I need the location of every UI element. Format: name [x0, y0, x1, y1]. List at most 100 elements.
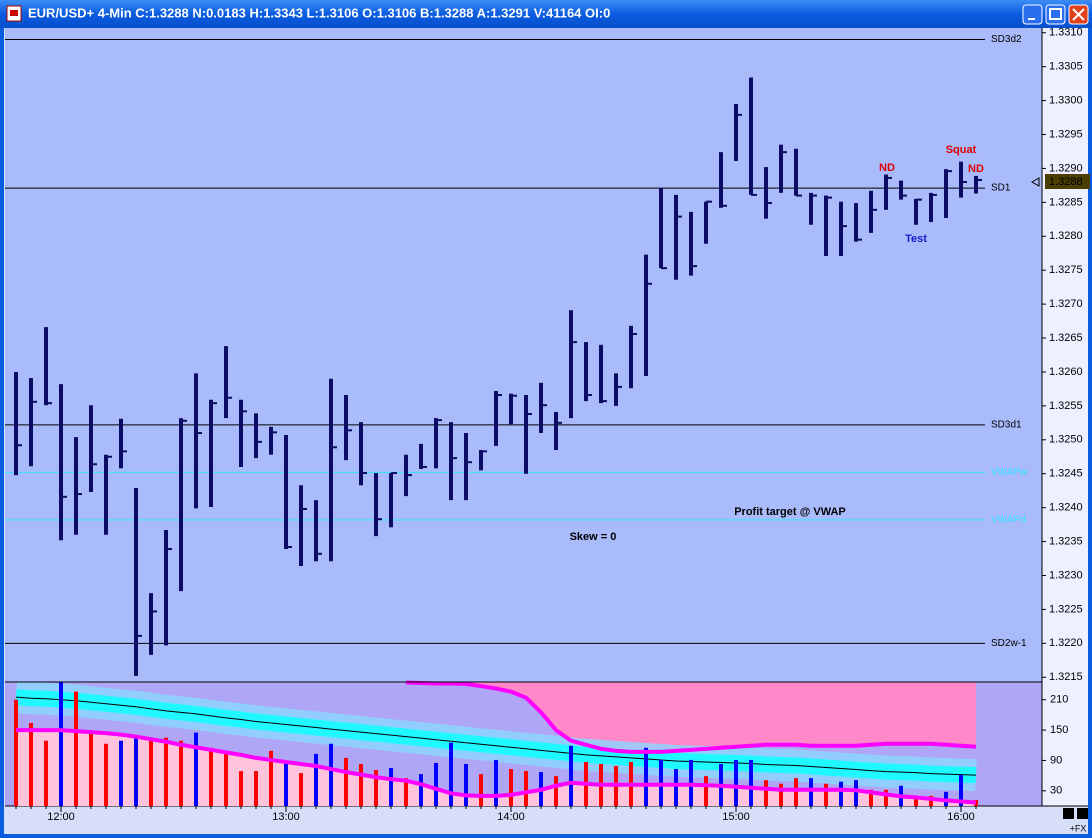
price-layer: SD3d2 SD1 SD3d1 VWAPw VWAPd SD2w-1 ND Squat ND Te…	[5, 34, 1028, 676]
annotation: ND	[879, 162, 895, 174]
volume-bar	[914, 795, 918, 806]
volume-bar	[344, 757, 348, 806]
close-icon	[1072, 8, 1085, 21]
y-tick-label: 1.3245	[1049, 468, 1083, 480]
annotation: Test	[905, 233, 927, 245]
level-label: SD1	[991, 183, 1011, 194]
price-axis	[1042, 28, 1088, 806]
volume-bar	[929, 795, 933, 806]
volume-bar	[254, 771, 258, 806]
volume-layer	[14, 680, 978, 806]
feed-icon	[1077, 808, 1088, 819]
y-tick-label: 1.3305	[1049, 61, 1083, 73]
volume-bar	[569, 745, 573, 806]
y-tick-label: 1.3270	[1049, 298, 1083, 310]
volume-bar	[674, 769, 678, 806]
y-tick-label: 1.3235	[1049, 535, 1083, 547]
volume-bar	[89, 732, 93, 806]
x-tick-label: 13:00	[272, 811, 300, 823]
level-label: SD3d2	[991, 34, 1022, 45]
y-tick-label: 30	[1050, 785, 1062, 797]
volume-bar	[809, 778, 813, 806]
volume-bar	[524, 771, 528, 806]
volume-bar	[44, 740, 48, 806]
band-line	[16, 728, 977, 805]
annotation: ND	[968, 163, 984, 175]
band-line	[405, 680, 977, 754]
annotation: Skew = 0	[570, 531, 617, 543]
y-tick-label: 150	[1050, 724, 1068, 736]
volume-bar	[554, 776, 558, 806]
volume-bar	[284, 761, 288, 806]
volume-bar	[869, 789, 873, 806]
volume-bar	[764, 780, 768, 806]
volume-bar	[134, 737, 138, 806]
volume-bar	[434, 762, 438, 806]
app-icon-mark	[10, 10, 18, 16]
volume-bar	[974, 799, 978, 806]
last-price-box	[1045, 174, 1090, 190]
y-tick-label: 1.3260	[1049, 366, 1083, 378]
y-tick-label: 1.3300	[1049, 94, 1083, 106]
volume-bar	[224, 750, 228, 806]
volume-bar	[464, 763, 468, 806]
y-tick-label: 1.3265	[1049, 332, 1083, 344]
volume-bar	[734, 759, 738, 806]
volume-bar	[29, 722, 33, 806]
y-tick-label: 1.3280	[1049, 230, 1083, 242]
annotation: Squat	[946, 144, 977, 156]
maximize-icon	[1049, 8, 1062, 20]
y-tick-label: 1.3310	[1049, 27, 1083, 39]
volume-bar	[14, 699, 18, 806]
volume-bar	[314, 753, 318, 806]
y-tick-label: 90	[1050, 754, 1062, 766]
minimize-button[interactable]	[1022, 4, 1043, 25]
volume-bar	[509, 769, 513, 806]
volume-bar	[884, 789, 888, 806]
volume-bar	[179, 740, 183, 806]
x-tick-label: 15:00	[722, 811, 750, 823]
volume-bar	[59, 682, 63, 806]
title-bar	[0, 0, 1092, 28]
volume-bar	[419, 774, 423, 806]
volume-bar	[74, 691, 78, 806]
y-tick-label: 1.3225	[1049, 603, 1083, 615]
volume-bar	[239, 771, 243, 806]
maximize-button[interactable]	[1045, 4, 1066, 25]
level-label: VWAPd	[991, 514, 1026, 525]
y-tick-label: 1.3285	[1049, 196, 1083, 208]
x-tick-label: 14:00	[497, 811, 525, 823]
volume-bar	[299, 773, 303, 806]
volume-bar	[119, 740, 123, 806]
y-tick-label: 1.3250	[1049, 434, 1083, 446]
annotation: Profit target @ VWAP	[734, 506, 846, 518]
level-label: SD2w-1	[991, 638, 1027, 649]
window-title: EUR/USD+ 4-Min C:1.3288 N:0.0183 H:1.334…	[28, 5, 610, 20]
volume-bar	[329, 743, 333, 806]
ma-line	[15, 696, 977, 776]
volume-bar	[479, 774, 483, 806]
volume-bar	[194, 732, 198, 806]
volume-bar	[794, 778, 798, 806]
volume-bar	[209, 747, 213, 806]
feed-icon	[1063, 808, 1074, 819]
y-tick-label: 1.3290	[1049, 162, 1083, 174]
y-tick-label: 1.3275	[1049, 264, 1083, 276]
y-tick-label: 1.3230	[1049, 569, 1083, 581]
volume-bar	[854, 780, 858, 806]
volume-bar	[779, 783, 783, 806]
level-label: VWAPw	[991, 467, 1028, 478]
volume-bar	[839, 781, 843, 806]
volume-bar	[104, 743, 108, 806]
y-tick-label: 1.3295	[1049, 128, 1083, 140]
volume-bar	[824, 783, 828, 806]
volume-bar	[644, 747, 648, 806]
y-tick-label: 1.3220	[1049, 637, 1083, 649]
level-label: SD3d1	[991, 420, 1022, 431]
volume-bar	[404, 778, 408, 806]
y-tick-label: 1.3255	[1049, 400, 1083, 412]
volume-bar	[494, 759, 498, 806]
y-tick-label: 210	[1050, 694, 1068, 706]
